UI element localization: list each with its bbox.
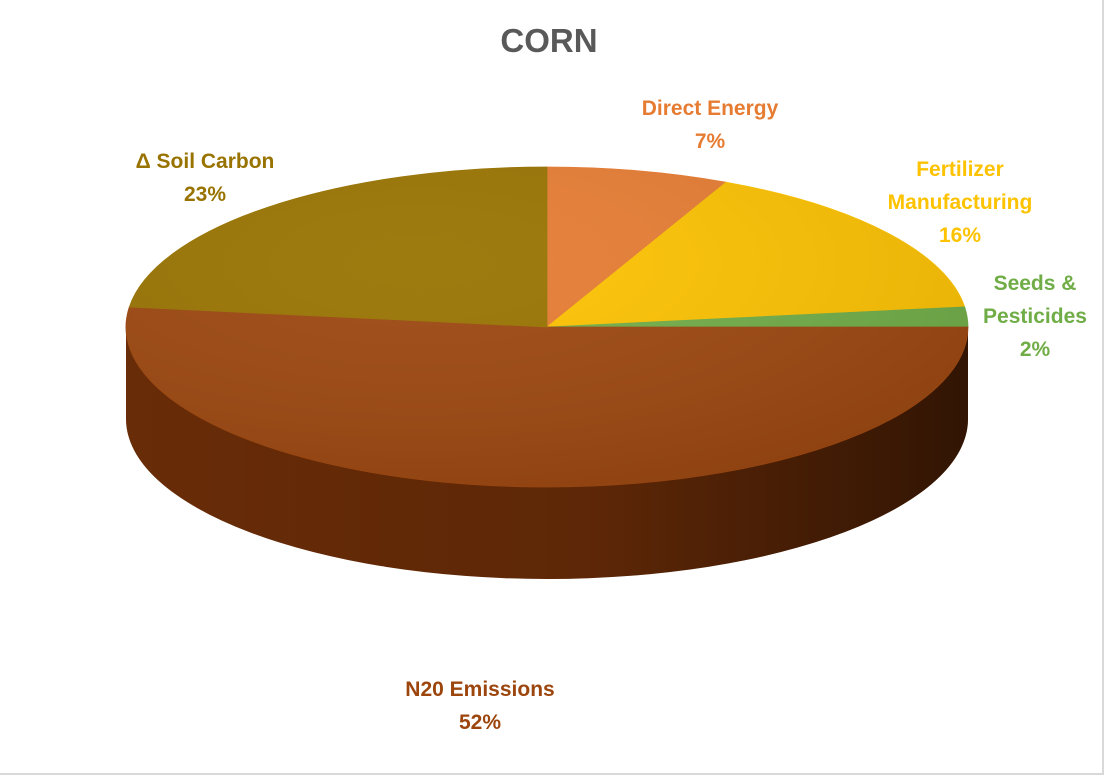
label-soil-carbon-value: 23% [183, 183, 227, 206]
label-fertilizer-manufacturing: Fertilizer Manufacturing 16% [860, 153, 1060, 252]
label-n20-name: N20 Emissions [405, 678, 555, 701]
chart-title: CORN [500, 22, 598, 59]
label-direct-energy-name: Direct Energy [641, 97, 779, 120]
label-seeds-line2: Pesticides [983, 305, 1087, 328]
label-direct-energy: Direct Energy 7% [610, 92, 810, 158]
label-direct-energy-value: 7% [694, 130, 726, 153]
label-seeds-pesticides: Seeds & Pesticides 2% [965, 267, 1104, 366]
label-fertilizer-line1: Fertilizer [916, 158, 1004, 181]
label-soil-carbon: Δ Soil Carbon 23% [105, 145, 305, 211]
label-n20-value: 52% [458, 711, 502, 734]
label-fertilizer-value: 16% [938, 224, 982, 247]
label-seeds-line1: Seeds & [993, 272, 1077, 295]
label-n20-emissions: N20 Emissions 52% [380, 673, 580, 739]
label-fertilizer-line2: Manufacturing [887, 191, 1033, 214]
pie-side-shade-n20-emissions [126, 327, 968, 579]
label-soil-carbon-name: Δ Soil Carbon [135, 150, 275, 173]
pie-top-lighting [126, 167, 968, 487]
label-seeds-value: 2% [1019, 338, 1051, 361]
